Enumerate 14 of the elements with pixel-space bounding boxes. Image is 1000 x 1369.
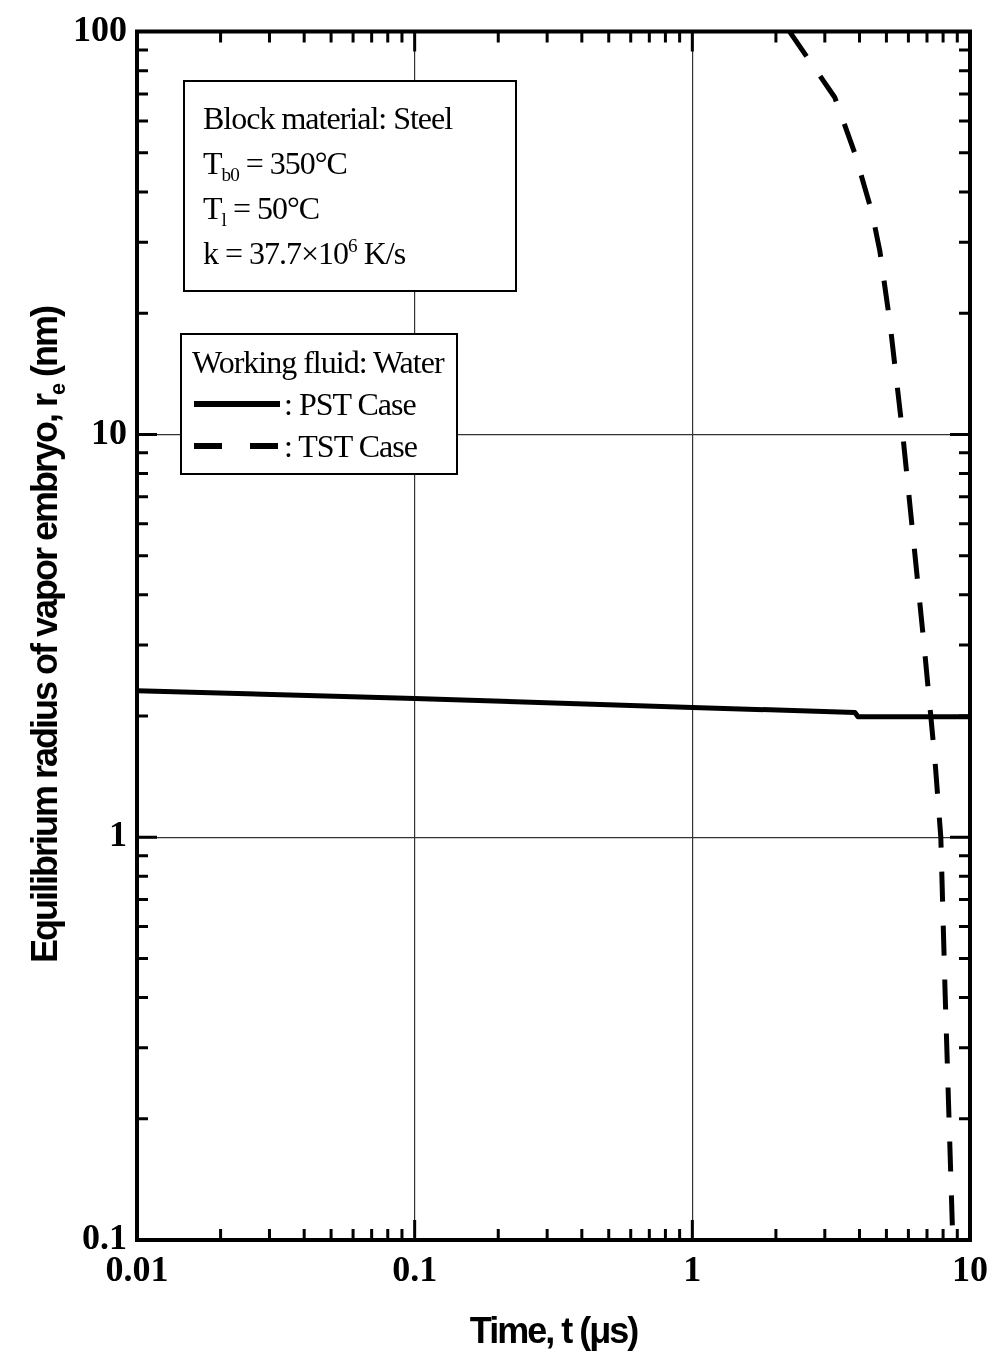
annotation: T$_{l}$ = 50°C [203,189,321,231]
x-tick-label: 0.1 [392,1248,438,1289]
legend-title: Working fluid: Water [192,343,444,382]
legend-label: : PST Case [284,385,416,424]
x-tick-label: 10 [952,1248,988,1289]
y-tick-label: 10 [91,411,127,452]
annotation: Block material: Steel [203,99,454,138]
y-tick-label: 100 [73,8,127,49]
x-axis-title: Time, t (μs) [468,1310,639,1352]
legend-label: : TST Case [284,427,417,466]
annotation: T$_{b0}$ = 350°C [203,144,348,186]
x-tick-label: 1 [683,1248,702,1289]
y-tick-label: 1 [109,814,127,855]
annotation: k = 37.7×10$^{6}$ K/s [203,234,407,273]
